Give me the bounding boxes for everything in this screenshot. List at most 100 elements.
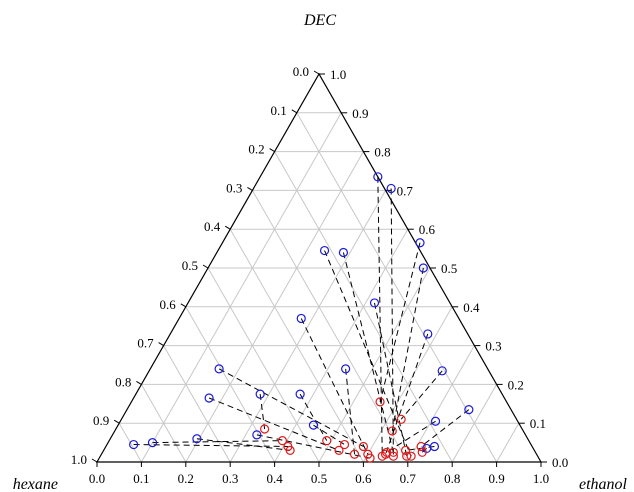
blue-point bbox=[338, 247, 349, 258]
tie-line bbox=[391, 267, 424, 432]
grid-line bbox=[140, 112, 342, 463]
vertex-label-dec: DEC bbox=[303, 12, 336, 29]
tick-label-ethanol: 1.0 bbox=[533, 471, 549, 486]
blue-point bbox=[308, 420, 319, 430]
tick-label-hexane: 0.0 bbox=[293, 64, 309, 79]
tie-line bbox=[324, 250, 412, 457]
tie-line bbox=[313, 424, 345, 445]
grid-line bbox=[318, 267, 431, 463]
tick-mark-left bbox=[313, 70, 320, 75]
grid-line bbox=[163, 345, 231, 463]
red-point bbox=[260, 424, 270, 434]
blue-point bbox=[437, 366, 447, 376]
tick-label-dec: 0.2 bbox=[508, 377, 524, 392]
blue-point bbox=[418, 263, 428, 273]
tick-label-dec: 0.6 bbox=[419, 222, 436, 237]
tick-label-ethanol: 0.5 bbox=[311, 471, 327, 486]
tie-line bbox=[300, 318, 369, 455]
tick-label-ethanol: 0.7 bbox=[400, 471, 417, 486]
grid-line bbox=[185, 306, 276, 463]
red-point bbox=[402, 451, 412, 461]
red-point bbox=[358, 441, 368, 452]
blue-point bbox=[341, 364, 351, 374]
blue-point bbox=[415, 238, 425, 248]
tick-label-dec: 0.0 bbox=[552, 455, 568, 470]
tie-line bbox=[196, 438, 291, 451]
red-point bbox=[416, 441, 426, 452]
blue-point bbox=[430, 416, 441, 426]
data-points bbox=[129, 172, 474, 463]
tick-label-hexane: 0.8 bbox=[115, 374, 131, 389]
red-point bbox=[322, 436, 332, 446]
tick-mark-left bbox=[202, 264, 209, 269]
tick-mark-left bbox=[136, 380, 142, 385]
tick-label-dec: 1.0 bbox=[330, 67, 346, 82]
blue-point bbox=[147, 438, 158, 448]
tie-line bbox=[385, 333, 429, 455]
blue-point bbox=[373, 172, 383, 182]
tick-label-dec: 0.3 bbox=[485, 339, 501, 354]
grid-line bbox=[362, 306, 453, 463]
grid-line bbox=[451, 384, 498, 463]
tick-mark-left bbox=[291, 109, 298, 114]
tie-line bbox=[420, 409, 470, 447]
blue-point bbox=[296, 313, 306, 324]
vertex-label-hexane: hexane bbox=[13, 476, 58, 492]
tick-mark-left bbox=[113, 419, 120, 424]
tie-line bbox=[374, 302, 408, 457]
tick-label-ethanol: 0.2 bbox=[178, 471, 194, 486]
tick-mark-left bbox=[91, 458, 98, 463]
red-point bbox=[277, 436, 287, 446]
blue-point bbox=[369, 298, 380, 308]
grid-line bbox=[496, 422, 520, 463]
blue-point bbox=[204, 393, 214, 403]
red-point bbox=[400, 445, 411, 455]
tie-line bbox=[377, 176, 383, 457]
tick-mark-left bbox=[158, 342, 164, 347]
grid-line bbox=[251, 190, 409, 463]
tick-label-ethanol: 0.9 bbox=[488, 471, 504, 486]
tick-label-hexane: 0.2 bbox=[248, 142, 264, 157]
red-point bbox=[387, 426, 397, 436]
grid-line bbox=[229, 190, 387, 463]
tie-line bbox=[152, 440, 283, 444]
triangle-frame bbox=[91, 70, 547, 467]
tick-mark-left bbox=[269, 148, 275, 153]
tick-mark-left bbox=[180, 303, 187, 308]
tick-label-ethanol: 0.6 bbox=[355, 471, 372, 486]
red-point bbox=[365, 453, 375, 463]
grid-line bbox=[296, 112, 498, 463]
tick-label-hexane: 0.4 bbox=[204, 219, 221, 234]
tick-label-dec: 0.4 bbox=[463, 300, 480, 315]
blue-point bbox=[255, 389, 265, 399]
tick-label-hexane: 0.3 bbox=[226, 180, 242, 195]
tick-label-hexane: 0.1 bbox=[271, 103, 287, 118]
tie-line bbox=[133, 444, 288, 447]
blue-point bbox=[129, 439, 139, 450]
blue-point bbox=[252, 430, 262, 440]
blue-point bbox=[464, 405, 474, 415]
blue-point bbox=[423, 329, 433, 339]
tick-label-hexane: 0.7 bbox=[137, 336, 154, 351]
tie-line bbox=[259, 394, 266, 430]
red-point bbox=[334, 445, 344, 455]
tie-line bbox=[342, 252, 394, 453]
tie-line bbox=[400, 370, 443, 420]
tick-label-hexane: 0.5 bbox=[182, 258, 198, 273]
tie-line bbox=[345, 368, 356, 455]
red-point bbox=[417, 447, 427, 457]
blue-point bbox=[429, 441, 440, 452]
tie-line bbox=[379, 242, 421, 402]
red-point bbox=[396, 414, 406, 424]
red-point bbox=[375, 397, 385, 407]
tick-label-ethanol: 0.0 bbox=[89, 471, 105, 486]
tie-line bbox=[208, 397, 340, 451]
red-point bbox=[283, 441, 293, 452]
tick-label-dec: 0.1 bbox=[530, 416, 546, 431]
red-point bbox=[349, 449, 360, 459]
tick-label-ethanol: 0.3 bbox=[222, 471, 238, 486]
tick-label-hexane: 0.6 bbox=[160, 297, 177, 312]
red-point bbox=[381, 449, 391, 459]
tie-line bbox=[299, 393, 328, 441]
blue-point bbox=[214, 364, 224, 374]
